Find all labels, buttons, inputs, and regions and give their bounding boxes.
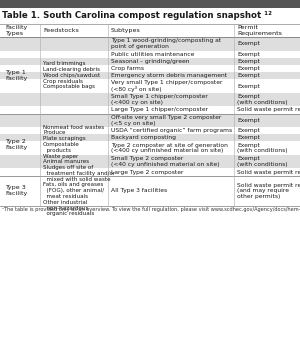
Bar [0, 7, 300, 24]
Text: Type 1
Facility: Type 1 Facility [5, 70, 27, 81]
Text: Exempt: Exempt [237, 118, 260, 123]
Text: Emergency storm debris management: Emergency storm debris management [111, 73, 227, 78]
Text: Large Type 2 composter: Large Type 2 composter [111, 170, 184, 174]
Text: Subtypes: Subtypes [111, 28, 141, 33]
Bar [0, 114, 300, 127]
Text: Facility
Types: Facility Types [5, 25, 27, 36]
Text: Feedstocks: Feedstocks [43, 28, 79, 33]
Text: Seasonal – grinding/green: Seasonal – grinding/green [111, 59, 190, 64]
Bar [0, 72, 300, 79]
Bar [0, 106, 300, 114]
Bar [0, 134, 300, 141]
Text: Backyard composting: Backyard composting [111, 135, 176, 140]
Bar [0, 93, 300, 106]
Text: Solid waste permit req.: Solid waste permit req. [237, 170, 300, 174]
Text: Exempt: Exempt [237, 128, 260, 133]
Bar [0, 65, 300, 72]
Text: Small Type 1 chipper/composter
(<400 cy on site): Small Type 1 chipper/composter (<400 cy … [111, 94, 208, 105]
Bar [0, 58, 300, 65]
Text: Very small Type 1 chipper/composter
(<80 cy³ on site): Very small Type 1 chipper/composter (<80… [111, 80, 223, 92]
Text: Small Type 2 composter
(<40 cy unfinished material on site): Small Type 2 composter (<40 cy unfinishe… [111, 156, 220, 167]
Text: Solid waste permit req.: Solid waste permit req. [237, 107, 300, 113]
Text: Off-site very small Type 2 composter
(<5 cy on site): Off-site very small Type 2 composter (<5… [111, 115, 221, 125]
Bar [0, 37, 300, 51]
Text: Crop farms: Crop farms [111, 66, 144, 71]
Bar [0, 0, 300, 7]
Text: Public utilities maintenance: Public utilities maintenance [111, 52, 194, 56]
Bar [0, 24, 300, 37]
Text: Exempt: Exempt [237, 52, 260, 56]
Text: Yard trimmings
Land-clearing debris
Wood chips/sawdust
Crop residuals
Compostabl: Yard trimmings Land-clearing debris Wood… [43, 61, 100, 89]
Text: Type 3
Facility: Type 3 Facility [5, 185, 27, 196]
Text: Solid waste permit req.
(and may require
other permits): Solid waste permit req. (and may require… [237, 183, 300, 199]
Text: Exempt: Exempt [237, 84, 260, 88]
Text: Exempt: Exempt [237, 59, 260, 64]
Text: Exempt: Exempt [237, 66, 260, 71]
Text: All Type 3 facilities: All Type 3 facilities [111, 188, 167, 193]
Bar [0, 168, 300, 175]
Bar [0, 51, 300, 58]
Text: Large Type 1 chipper/composter: Large Type 1 chipper/composter [111, 107, 208, 113]
Bar [0, 155, 300, 168]
Text: Nonmeat food wastes
Produce
Plate scrapings
Compostable
  products
Waste paper
A: Nonmeat food wastes Produce Plate scrapi… [43, 125, 104, 165]
Text: USDA “certified organic” farm programs: USDA “certified organic” farm programs [111, 128, 232, 133]
Text: ¹The table is provided only as an overview. To view the full regulation, please : ¹The table is provided only as an overvi… [2, 207, 300, 212]
Text: Table 1. South Carolina compost regulation snapshot ¹²: Table 1. South Carolina compost regulati… [2, 11, 272, 20]
Text: Type 2 composter at site of generation
(<400 cy unfinished material on site): Type 2 composter at site of generation (… [111, 143, 228, 153]
Text: Type 2
Facility: Type 2 Facility [5, 139, 27, 150]
Text: Exempt: Exempt [237, 41, 260, 46]
Text: Exempt: Exempt [237, 135, 260, 140]
Text: Type 1 wood-grinding/composting at
point of generation: Type 1 wood-grinding/composting at point… [111, 38, 221, 49]
Bar [0, 127, 300, 134]
Bar [0, 175, 300, 206]
Bar [0, 79, 300, 93]
Bar [0, 141, 300, 155]
Text: Exempt
(with conditions): Exempt (with conditions) [237, 156, 288, 167]
Text: Exempt
(with conditions): Exempt (with conditions) [237, 94, 288, 105]
Text: Exempt: Exempt [237, 73, 260, 78]
Text: Sludges off site of
  treatment facility and/or
  mixed with solid waste
Fats, o: Sludges off site of treatment facility a… [43, 165, 115, 216]
Text: Permit
Requirements: Permit Requirements [237, 25, 282, 36]
Text: Exempt
(with conditions): Exempt (with conditions) [237, 143, 288, 153]
